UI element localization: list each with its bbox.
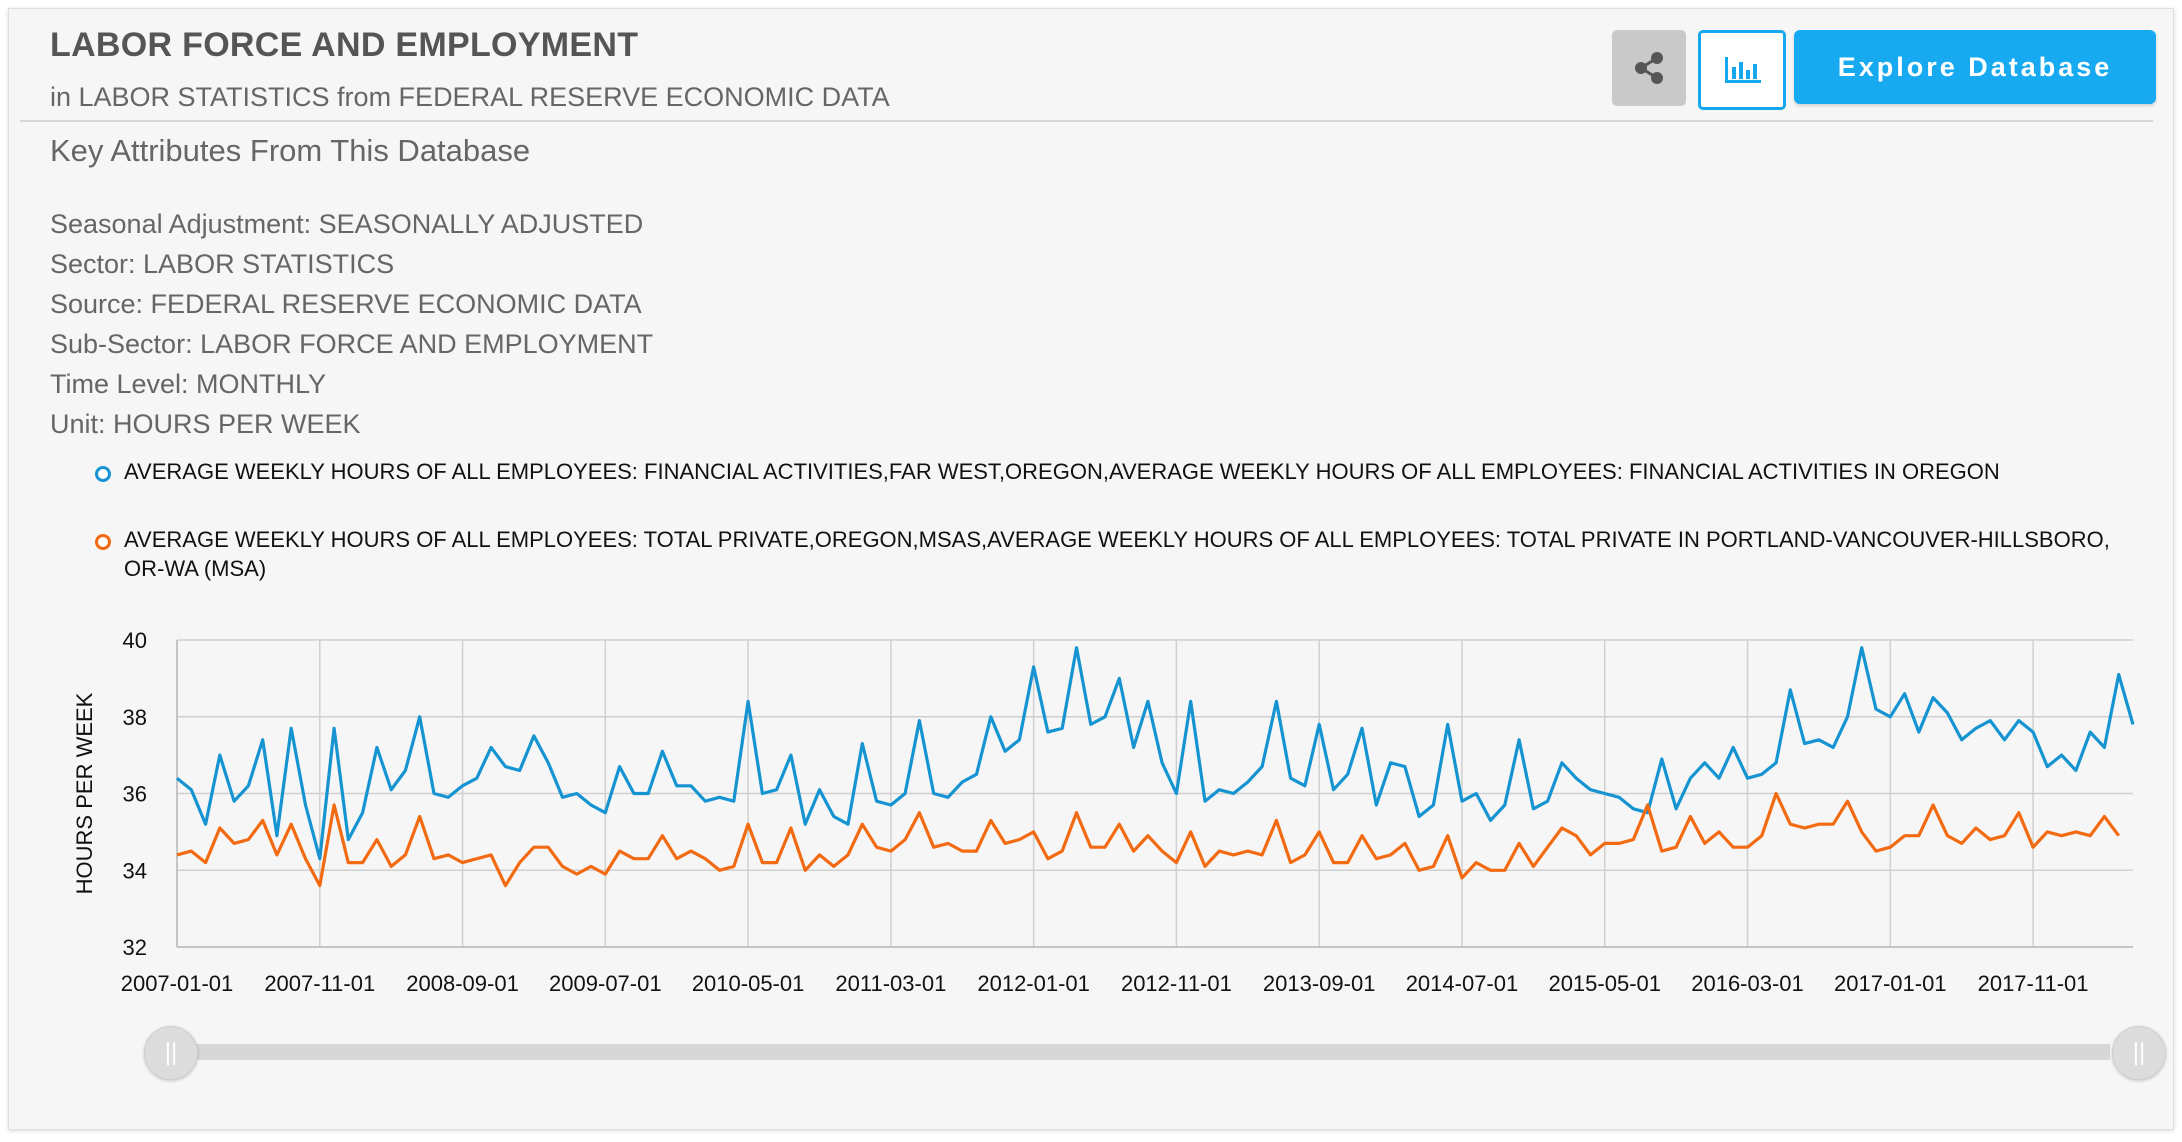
attribute-unit: Unit: HOURS PER WEEK [50,409,361,439]
legend-item-financial-activities[interactable]: AVERAGE WEEKLY HOURS OF ALL EMPLOYEES: F… [88,457,2128,486]
range-slider-track[interactable] [150,1044,2110,1060]
x-tick-label: 2007-11-01 [264,971,375,996]
series-line-financial-activities [175,646,2135,861]
x-tick-label: 2014-07-01 [1406,971,1519,996]
section-title: Key Attributes From This Database [50,133,531,168]
share-icon [1635,52,1663,84]
y-tick-label: 36 [123,782,147,807]
attribute-sub-sector: Sub-Sector: LABOR FORCE AND EMPLOYMENT [50,329,654,359]
attribute-time-level: Time Level: MONTHLY [50,369,327,399]
page-subtitle: in LABOR STATISTICS from FEDERAL RESERVE… [50,82,890,112]
database-card [8,8,2174,1130]
legend-label: AVERAGE WEEKLY HOURS OF ALL EMPLOYEES: T… [124,527,2110,581]
y-tick-label: 38 [123,705,147,730]
bar-chart-icon [1725,57,1761,83]
legend-marker-blue [95,466,111,482]
x-tick-label: 2017-01-01 [1834,971,1947,996]
x-tick-label: 2010-05-01 [692,971,805,996]
grip-icon: || [2132,1039,2146,1066]
x-tick-label: 2017-11-01 [1978,971,2089,996]
attribute-list: Seasonal Adjustment: SEASONALLY ADJUSTED… [50,204,653,444]
header-divider [20,120,2153,122]
range-slider-left-handle[interactable]: || [144,1026,198,1080]
legend-marker-orange [95,534,111,550]
x-tick-label: 2016-03-01 [1691,971,1804,996]
page-title: LABOR FORCE AND EMPLOYMENT [50,26,639,64]
chart-view-button[interactable] [1698,30,1786,110]
x-tick-label: 2007-01-01 [121,971,234,996]
legend-label: AVERAGE WEEKLY HOURS OF ALL EMPLOYEES: F… [124,459,2000,484]
y-tick-label: 34 [123,858,147,883]
grip-icon: || [164,1039,178,1066]
x-tick-label: 2011-03-01 [835,971,946,996]
x-tick-label: 2013-09-01 [1263,971,1376,996]
series-line-total-private [176,791,2120,888]
x-tick-label: 2009-07-01 [549,971,662,996]
share-button[interactable] [1612,30,1686,106]
attribute-source: Source: FEDERAL RESERVE ECONOMIC DATA [50,289,642,319]
y-axis-label: HOURS PER WEEK [72,692,97,894]
range-slider-right-handle[interactable]: || [2112,1026,2166,1080]
y-tick-label: 40 [123,628,147,653]
legend-item-total-private[interactable]: AVERAGE WEEKLY HOURS OF ALL EMPLOYEES: T… [88,525,2128,583]
chart-legend: AVERAGE WEEKLY HOURS OF ALL EMPLOYEES: F… [88,457,2128,583]
x-tick-label: 2012-11-01 [1121,971,1232,996]
attribute-sector: Sector: LABOR STATISTICS [50,249,395,279]
x-tick-label: 2008-09-01 [406,971,519,996]
attribute-seasonal-adjustment: Seasonal Adjustment: SEASONALLY ADJUSTED [50,209,644,239]
explore-database-button[interactable]: Explore Database [1794,30,2156,104]
x-tick-label: 2015-05-01 [1548,971,1661,996]
y-tick-label: 32 [123,935,147,960]
x-tick-label: 2012-01-01 [977,971,1090,996]
